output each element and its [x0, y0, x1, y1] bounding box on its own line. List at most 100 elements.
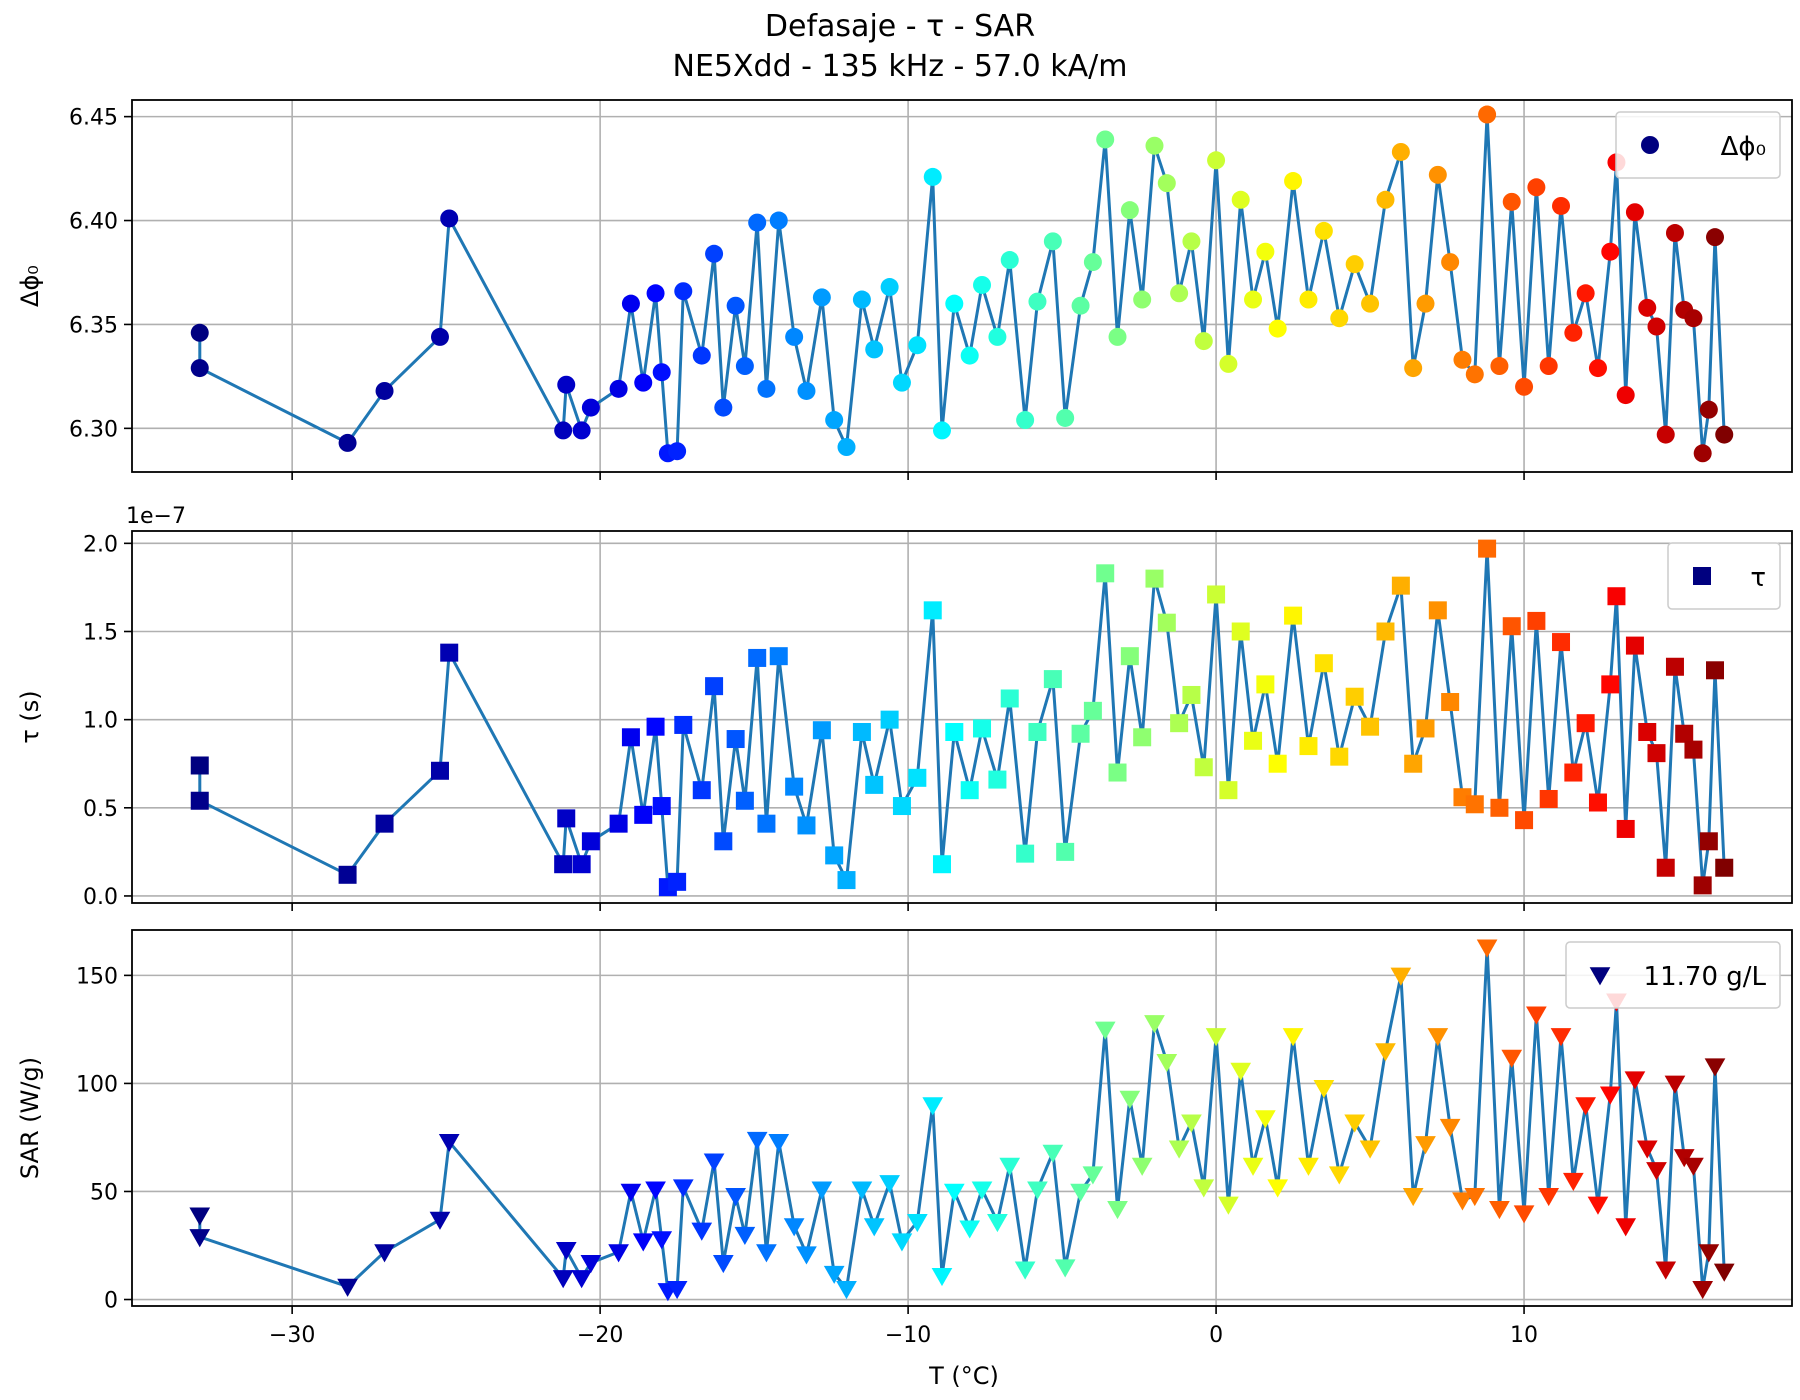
data-point	[581, 832, 600, 851]
data-point	[692, 346, 711, 365]
data-point	[1282, 1028, 1304, 1047]
data-point	[1576, 714, 1595, 733]
data-point	[1601, 242, 1620, 261]
data-point	[1182, 685, 1201, 704]
data-point	[797, 381, 816, 400]
data-point	[797, 816, 816, 835]
data-point	[1244, 731, 1263, 750]
data-point	[1656, 858, 1675, 877]
y-tick-label: 6.45	[69, 106, 118, 131]
data-point	[1601, 675, 1620, 694]
y-tick-label: 2.0	[83, 532, 118, 557]
data-point	[552, 1270, 574, 1289]
legend-box	[1667, 542, 1781, 610]
data-point	[338, 865, 357, 884]
data-point	[1376, 190, 1395, 209]
data-point	[769, 647, 788, 666]
legend-box	[1565, 941, 1781, 1009]
data-point	[189, 1229, 211, 1248]
data-point	[1515, 377, 1534, 396]
data-point	[634, 805, 653, 824]
data-point	[1170, 284, 1189, 303]
data-point	[337, 1278, 358, 1297]
data-point	[1490, 798, 1509, 817]
data-point	[1706, 661, 1725, 680]
data-point	[812, 721, 831, 740]
data-point	[1656, 425, 1675, 444]
data-point	[1490, 357, 1509, 376]
series-line	[198, 113, 1726, 455]
data-point	[1684, 309, 1703, 328]
data-point	[703, 1153, 725, 1172]
data-point	[1168, 1140, 1190, 1159]
data-point	[1344, 1114, 1366, 1133]
axes-frame	[131, 530, 1793, 904]
data-point	[1314, 221, 1333, 240]
subplots: 6.30 6.35 6.40 6.45 Δϕ₀ Δϕ₀ 0.0 0.5 1.0 1.5 2.0 1e−…	[16, 99, 1793, 1348]
data-point	[1000, 251, 1019, 270]
data-point	[880, 710, 899, 729]
y-tick-label: 6.40	[69, 210, 118, 235]
data-point	[1552, 633, 1571, 652]
data-point	[1391, 576, 1410, 595]
x-tick-label: 0	[1209, 1323, 1223, 1348]
data-point	[581, 398, 600, 417]
data-point	[1607, 587, 1626, 606]
data-point	[1501, 1049, 1523, 1068]
data-point	[632, 1233, 654, 1252]
y-tick-label: 100	[76, 1072, 118, 1097]
data-point	[554, 421, 573, 440]
data-point	[645, 1181, 666, 1200]
data-point	[1256, 242, 1275, 261]
data-point	[1120, 201, 1139, 220]
data-point	[668, 442, 687, 461]
data-point	[1268, 319, 1287, 338]
data-point	[375, 814, 394, 833]
data-point	[1268, 754, 1287, 773]
data-point	[1042, 1144, 1064, 1163]
y-tick-label: 1.5	[83, 620, 118, 645]
data-point	[1028, 722, 1047, 741]
data-point	[1502, 617, 1521, 636]
data-point	[1453, 350, 1472, 369]
data-point	[1664, 1075, 1686, 1094]
data-point	[1638, 298, 1657, 317]
y-offset-text: 1e−7	[126, 504, 186, 529]
data-point	[1144, 1015, 1165, 1034]
data-point	[1588, 359, 1607, 378]
data-point	[1108, 763, 1127, 782]
data-point	[785, 777, 804, 796]
data-point	[825, 411, 844, 430]
data-point	[922, 1097, 944, 1116]
data-point	[1094, 1021, 1116, 1040]
data-point	[554, 855, 573, 874]
data-point	[1375, 1043, 1396, 1062]
data-point	[1564, 323, 1583, 342]
data-point	[1157, 174, 1176, 193]
data-point	[1256, 675, 1275, 694]
data-point	[621, 294, 640, 313]
data-point	[374, 1244, 395, 1263]
data-point	[1441, 253, 1460, 272]
data-point	[1539, 789, 1558, 808]
data-point	[726, 730, 745, 749]
data-point	[908, 336, 927, 355]
data-point	[1704, 1058, 1726, 1077]
data-point	[960, 346, 979, 365]
data-point	[1692, 1280, 1714, 1300]
data-point	[973, 275, 992, 294]
data-point	[1181, 1114, 1202, 1133]
legend-marker	[1693, 567, 1711, 585]
data-point	[712, 1255, 734, 1274]
data-point	[1157, 613, 1176, 632]
x-tick-label: −30	[269, 1323, 315, 1348]
data-point	[1441, 693, 1460, 712]
data-point	[1478, 105, 1497, 124]
data-point	[892, 797, 911, 816]
data-point	[837, 438, 856, 457]
data-point	[1646, 1162, 1667, 1181]
data-point	[1402, 1188, 1424, 1207]
data-point	[1415, 1136, 1436, 1155]
data-point	[1713, 1263, 1735, 1282]
data-point	[705, 244, 724, 263]
